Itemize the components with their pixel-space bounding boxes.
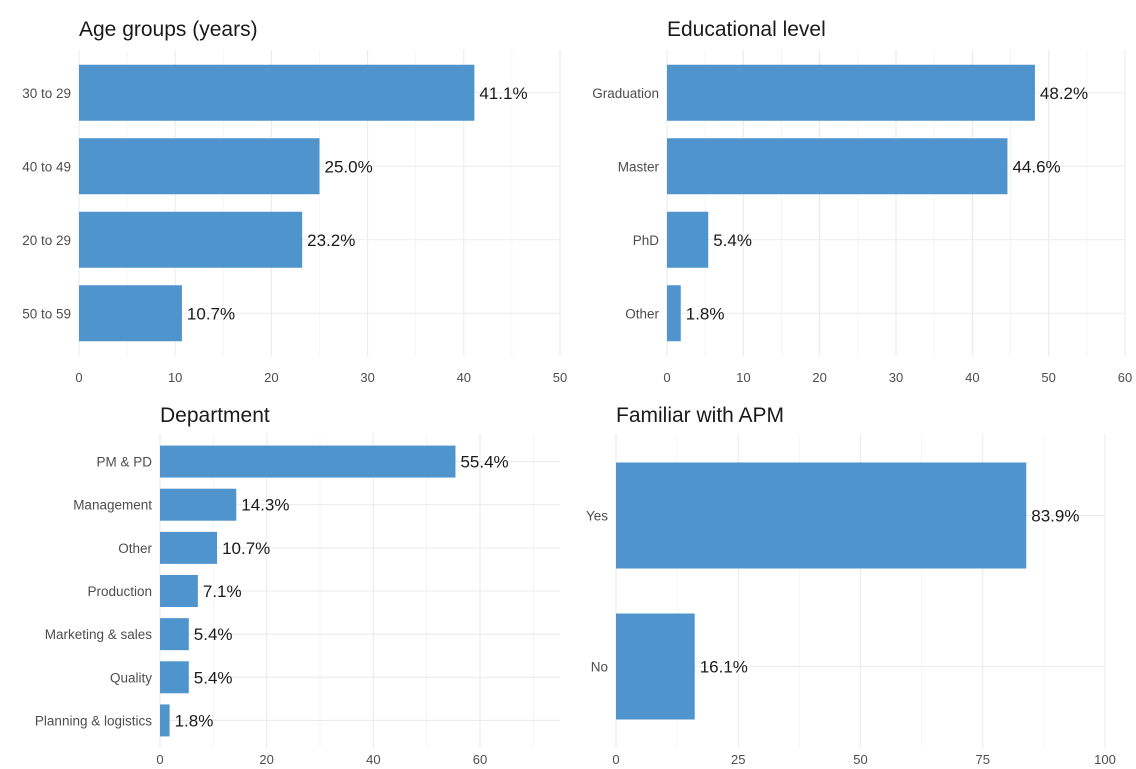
category-label: PhD bbox=[633, 233, 660, 248]
x-tick-label: 20 bbox=[812, 370, 826, 385]
educational-level-chart: Educational level 0 10 20 30 40 50 60 Graduati… bbox=[592, 18, 1132, 385]
category-label: Quality bbox=[110, 670, 152, 685]
bar bbox=[667, 138, 1008, 195]
x-tick-label: 50 bbox=[853, 752, 867, 767]
data-label: 5.4% bbox=[713, 231, 752, 250]
bar bbox=[667, 211, 709, 268]
category-label: No bbox=[591, 660, 608, 675]
x-tick-label: 25 bbox=[731, 752, 745, 767]
bar bbox=[616, 462, 1027, 569]
bar bbox=[160, 618, 189, 651]
x-tick-label: 0 bbox=[75, 370, 82, 385]
category-label: Other bbox=[625, 306, 659, 321]
data-label: 83.9% bbox=[1031, 507, 1079, 526]
data-label: 14.3% bbox=[241, 496, 289, 515]
category-label: Master bbox=[618, 159, 660, 174]
age-groups-chart: Age groups (years) 0 10 20 30 40 50 30 to 29 4… bbox=[22, 18, 567, 385]
category-label: Marketing & sales bbox=[45, 627, 153, 642]
department-chart: Department 0 20 40 60 PM & PD 55.4% Managemen… bbox=[35, 404, 560, 767]
data-label: 44.6% bbox=[1012, 157, 1060, 176]
category-label: PM & PD bbox=[96, 455, 152, 470]
data-label: 23.2% bbox=[307, 231, 355, 250]
data-label: 41.1% bbox=[479, 84, 527, 103]
bar bbox=[160, 661, 189, 694]
x-tick-label: 20 bbox=[259, 752, 273, 767]
x-tick-label: 50 bbox=[1041, 370, 1055, 385]
data-label: 7.1% bbox=[203, 582, 242, 601]
data-label: 1.8% bbox=[686, 304, 725, 323]
data-label: 16.1% bbox=[700, 658, 748, 677]
x-tick-label: 100 bbox=[1094, 752, 1116, 767]
category-label: Planning & logistics bbox=[35, 713, 152, 728]
bar bbox=[79, 138, 320, 195]
bar bbox=[160, 445, 456, 478]
x-tick-label: 0 bbox=[612, 752, 619, 767]
chart-title: Educational level bbox=[667, 18, 826, 41]
x-tick-label: 10 bbox=[168, 370, 182, 385]
bar bbox=[160, 531, 218, 564]
x-tick-label: 40 bbox=[965, 370, 979, 385]
data-label: 1.8% bbox=[175, 711, 214, 730]
data-label: 55.4% bbox=[460, 453, 508, 472]
category-label: Yes bbox=[586, 509, 608, 524]
chart-title: Age groups (years) bbox=[79, 18, 258, 41]
category-label: Management bbox=[73, 498, 152, 513]
chart-title: Department bbox=[160, 404, 270, 427]
chart-title: Familiar with APM bbox=[616, 404, 784, 427]
bar bbox=[160, 704, 170, 737]
x-tick-label: 50 bbox=[553, 370, 567, 385]
category-label: 30 to 29 bbox=[22, 86, 71, 101]
bar bbox=[79, 211, 303, 268]
bar bbox=[160, 575, 198, 607]
x-tick-label: 60 bbox=[473, 752, 487, 767]
category-label: 40 to 49 bbox=[22, 159, 71, 174]
x-tick-label: 60 bbox=[1118, 370, 1132, 385]
data-label: 5.4% bbox=[194, 625, 233, 644]
x-tick-label: 30 bbox=[889, 370, 903, 385]
bar bbox=[616, 613, 695, 720]
x-tick-label: 0 bbox=[663, 370, 670, 385]
bar bbox=[667, 285, 681, 342]
x-tick-label: 40 bbox=[457, 370, 471, 385]
bar bbox=[667, 64, 1035, 121]
familiar-with-apm-chart: Familiar with APM 0 25 50 75 100 Yes 83.9% No 1… bbox=[586, 404, 1116, 767]
x-tick-label: 30 bbox=[360, 370, 374, 385]
data-label: 10.7% bbox=[187, 304, 235, 323]
x-tick-label: 0 bbox=[156, 752, 163, 767]
data-label: 10.7% bbox=[222, 539, 270, 558]
category-label: Other bbox=[118, 541, 152, 556]
category-label: 20 to 29 bbox=[22, 233, 71, 248]
x-tick-label: 75 bbox=[976, 752, 990, 767]
bar bbox=[79, 285, 182, 342]
data-label: 48.2% bbox=[1040, 84, 1088, 103]
x-tick-label: 10 bbox=[736, 370, 750, 385]
category-label: Graduation bbox=[592, 86, 659, 101]
data-label: 25.0% bbox=[325, 157, 373, 176]
x-tick-label: 20 bbox=[264, 370, 278, 385]
category-label: Production bbox=[87, 584, 152, 599]
x-tick-label: 40 bbox=[366, 752, 380, 767]
category-label: 50 to 59 bbox=[22, 306, 71, 321]
data-label: 5.4% bbox=[194, 668, 233, 687]
bar bbox=[160, 488, 237, 521]
bar bbox=[79, 64, 475, 121]
